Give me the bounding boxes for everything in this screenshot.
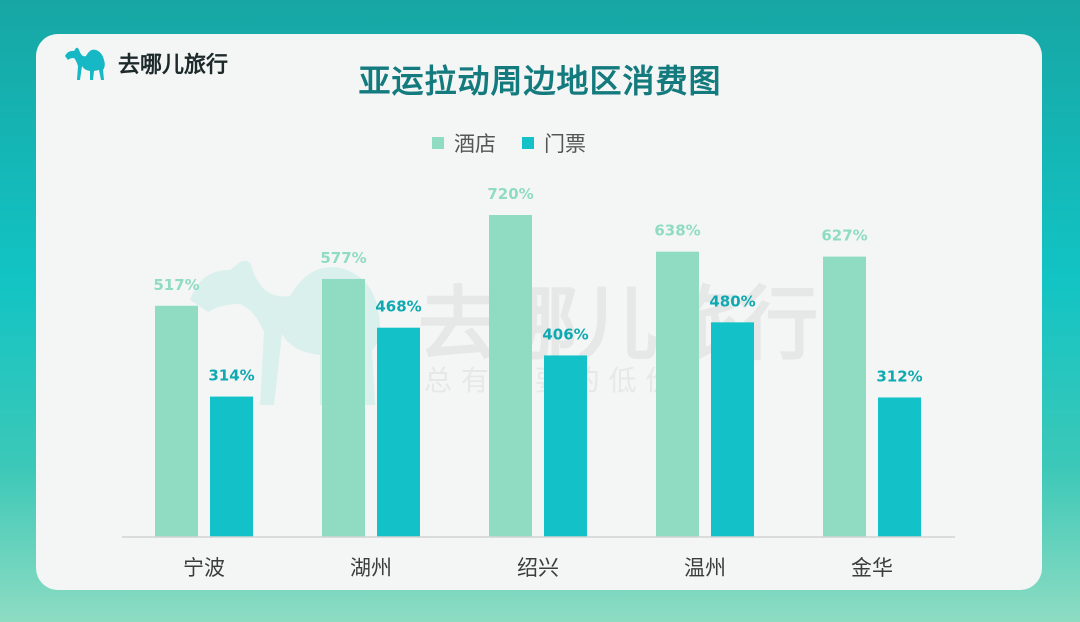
legend-swatch-hotel [432,137,444,149]
bar-hotel-0 [155,305,198,537]
data-label-hotel-2: 720% [487,185,533,203]
bar-hotel-4 [823,256,866,537]
legend-label-hotel: 酒店 [454,132,496,156]
camel-icon [65,47,105,80]
x-tick-label-1: 湖州 [350,556,392,580]
x-tick-label-4: 金华 [851,556,893,580]
data-label-hotel-4: 627% [821,227,867,245]
bar-ticket-0 [210,396,253,537]
bar-hotel-2 [489,215,532,537]
chart-card [36,34,1042,590]
bar-ticket-2 [544,355,587,537]
legend-item-ticket: 门票 [522,128,586,158]
bar-ticket-1 [377,327,420,537]
legend: 酒店 门票 [432,128,612,158]
chart-title: 亚运拉动周边地区消费图 [358,62,722,100]
brand-name: 去哪儿旅行 [118,53,229,78]
x-tick-label-2: 绍兴 [517,556,559,580]
bar-hotel-1 [322,278,365,537]
watermark-text: 去哪儿旅行 [418,278,818,371]
data-label-ticket-3: 480% [709,292,755,310]
legend-swatch-ticket [522,137,534,149]
data-label-hotel-3: 638% [654,222,700,240]
data-label-ticket-0: 314% [208,367,254,385]
bar-ticket-3 [711,322,754,537]
bar-hotel-3 [656,251,699,537]
data-label-ticket-4: 312% [876,367,922,385]
x-tick-label-3: 温州 [684,556,726,580]
brand: 去哪儿旅行 [62,44,228,82]
data-label-hotel-1: 577% [320,249,366,267]
bar-ticket-4 [878,397,921,537]
data-label-ticket-1: 468% [375,298,421,316]
legend-label-ticket: 门票 [544,132,586,156]
x-tick-label-0: 宁波 [183,556,225,580]
data-label-hotel-0: 517% [153,276,199,294]
data-label-ticket-2: 406% [542,325,588,343]
legend-item-hotel: 酒店 [432,128,496,158]
